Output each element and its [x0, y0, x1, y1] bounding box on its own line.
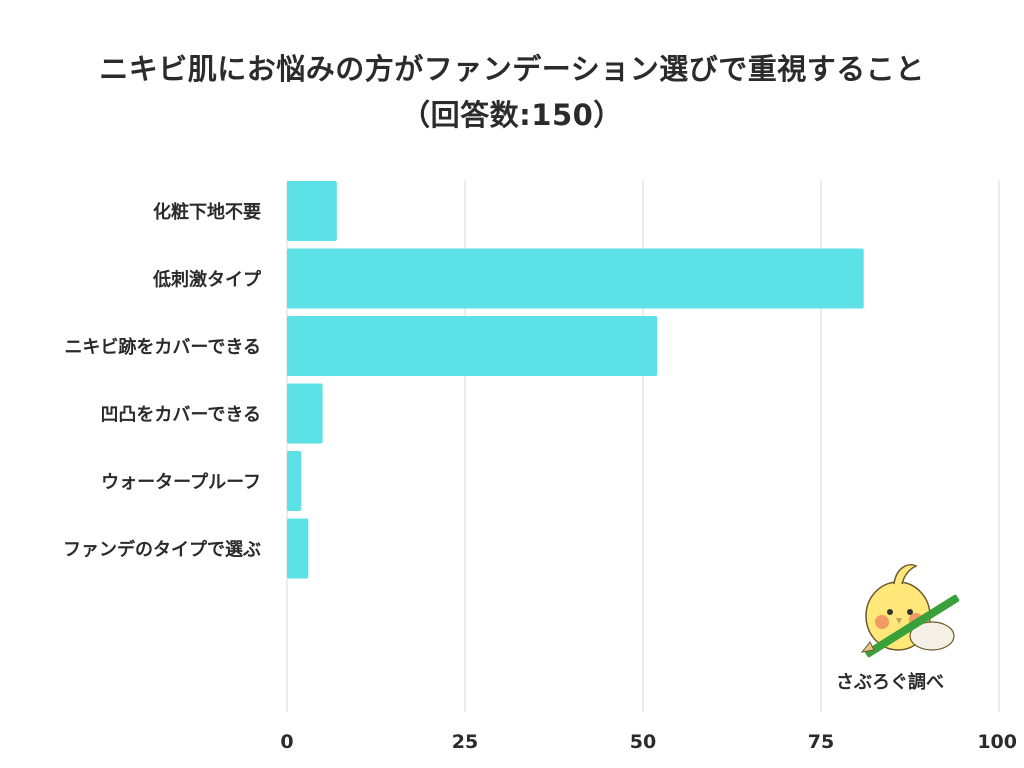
source-label: さぶろぐ調べ — [836, 672, 944, 693]
category-label: 凹凸をカバーできる — [100, 405, 261, 426]
category-label: 低刺激タイプ — [152, 269, 262, 291]
x-tick-label: 100 — [977, 731, 1017, 753]
cockatiel-with-pencil-icon — [860, 564, 960, 658]
bar — [287, 451, 302, 511]
category-label: ニキビ跡をカバーできる — [64, 336, 261, 358]
bar — [287, 383, 323, 444]
x-tick-label: 0 — [280, 731, 293, 753]
category-label: ウォータープルーフ — [101, 471, 261, 493]
x-tick-label: 75 — [808, 731, 834, 753]
bar — [287, 181, 337, 241]
chart-title: ニキビ肌にお悩みの方がファンデーション選びで重視すること — [99, 52, 925, 86]
category-label: ファンデのタイプで選ぶ — [63, 539, 261, 561]
bar — [287, 518, 309, 579]
chart-subtitle: （回答数:150） — [401, 98, 623, 132]
x-tick-label: 25 — [452, 731, 478, 753]
bar — [287, 316, 658, 376]
x-tick-label: 50 — [630, 731, 656, 753]
bar — [287, 248, 864, 309]
category-label: 化粧下地不要 — [153, 201, 261, 223]
